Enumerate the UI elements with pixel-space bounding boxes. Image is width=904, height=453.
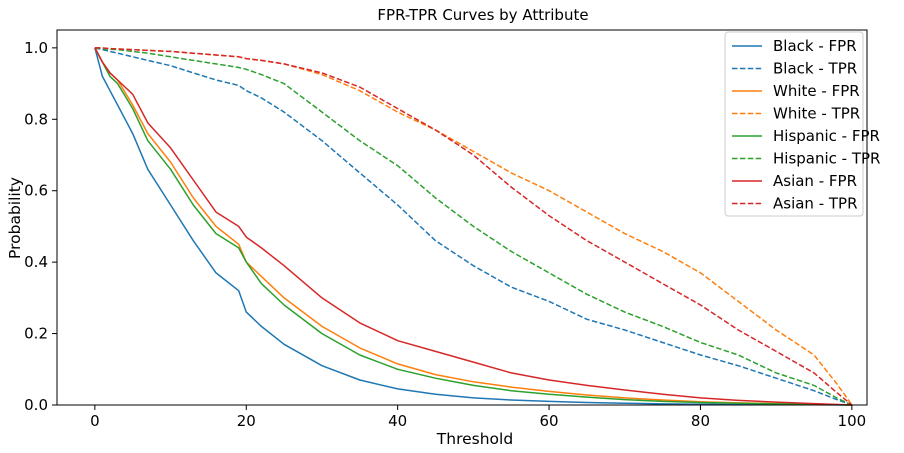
plot-area-frame (56, 29, 868, 406)
x-axis-ticks: 0 20 40 60 80 100 (90, 405, 866, 430)
legend-label-hispanic-fpr: Hispanic - FPR (773, 127, 880, 145)
legend-label-black-tpr: Black - TPR (773, 60, 857, 78)
legend-label-asian-fpr: Asian - FPR (773, 172, 857, 190)
legend-label-black-fpr: Black - FPR (773, 37, 857, 55)
x-tick-label: 60 (540, 412, 559, 430)
y-axis-label: Probability (6, 177, 24, 259)
y-tick-label: 0.8 (24, 110, 48, 128)
legend-label-asian-tpr: Asian - TPR (773, 195, 858, 213)
x-tick-label: 100 (838, 412, 867, 430)
x-tick-label: 40 (388, 412, 407, 430)
y-tick-label: 0.4 (24, 253, 48, 271)
y-tick-label: 1.0 (24, 39, 48, 57)
series-line-hispanic-tpr (94, 47, 853, 406)
x-axis-label: Threshold (436, 430, 513, 448)
x-tick-label: 0 (90, 412, 100, 430)
legend-label-hispanic-tpr: Hispanic - TPR (773, 150, 880, 168)
legend-label-white-fpr: White - FPR (773, 82, 860, 100)
y-axis-ticks: 0.0 0.2 0.4 0.6 0.8 1.0 (24, 39, 57, 414)
series-line-asian-fpr (94, 47, 852, 406)
series-layer (94, 47, 853, 406)
legend: Black - FPR Black - TPR White - FPR White -… (724, 31, 880, 217)
series-line-black-tpr (94, 47, 853, 406)
series-line-asian-tpr (94, 47, 853, 406)
series-line-hispanic-fpr (94, 47, 852, 406)
y-tick-label: 0.2 (24, 325, 48, 343)
legend-label-white-tpr: White - TPR (773, 105, 860, 123)
y-tick-label: 0.0 (24, 396, 48, 414)
series-line-black-fpr (94, 47, 852, 406)
legend-box (724, 31, 864, 217)
x-tick-label: 20 (237, 412, 256, 430)
y-tick-label: 0.6 (24, 182, 48, 200)
x-tick-label: 80 (691, 412, 710, 430)
chart-title: FPR-TPR Curves by Attribute (377, 6, 588, 24)
